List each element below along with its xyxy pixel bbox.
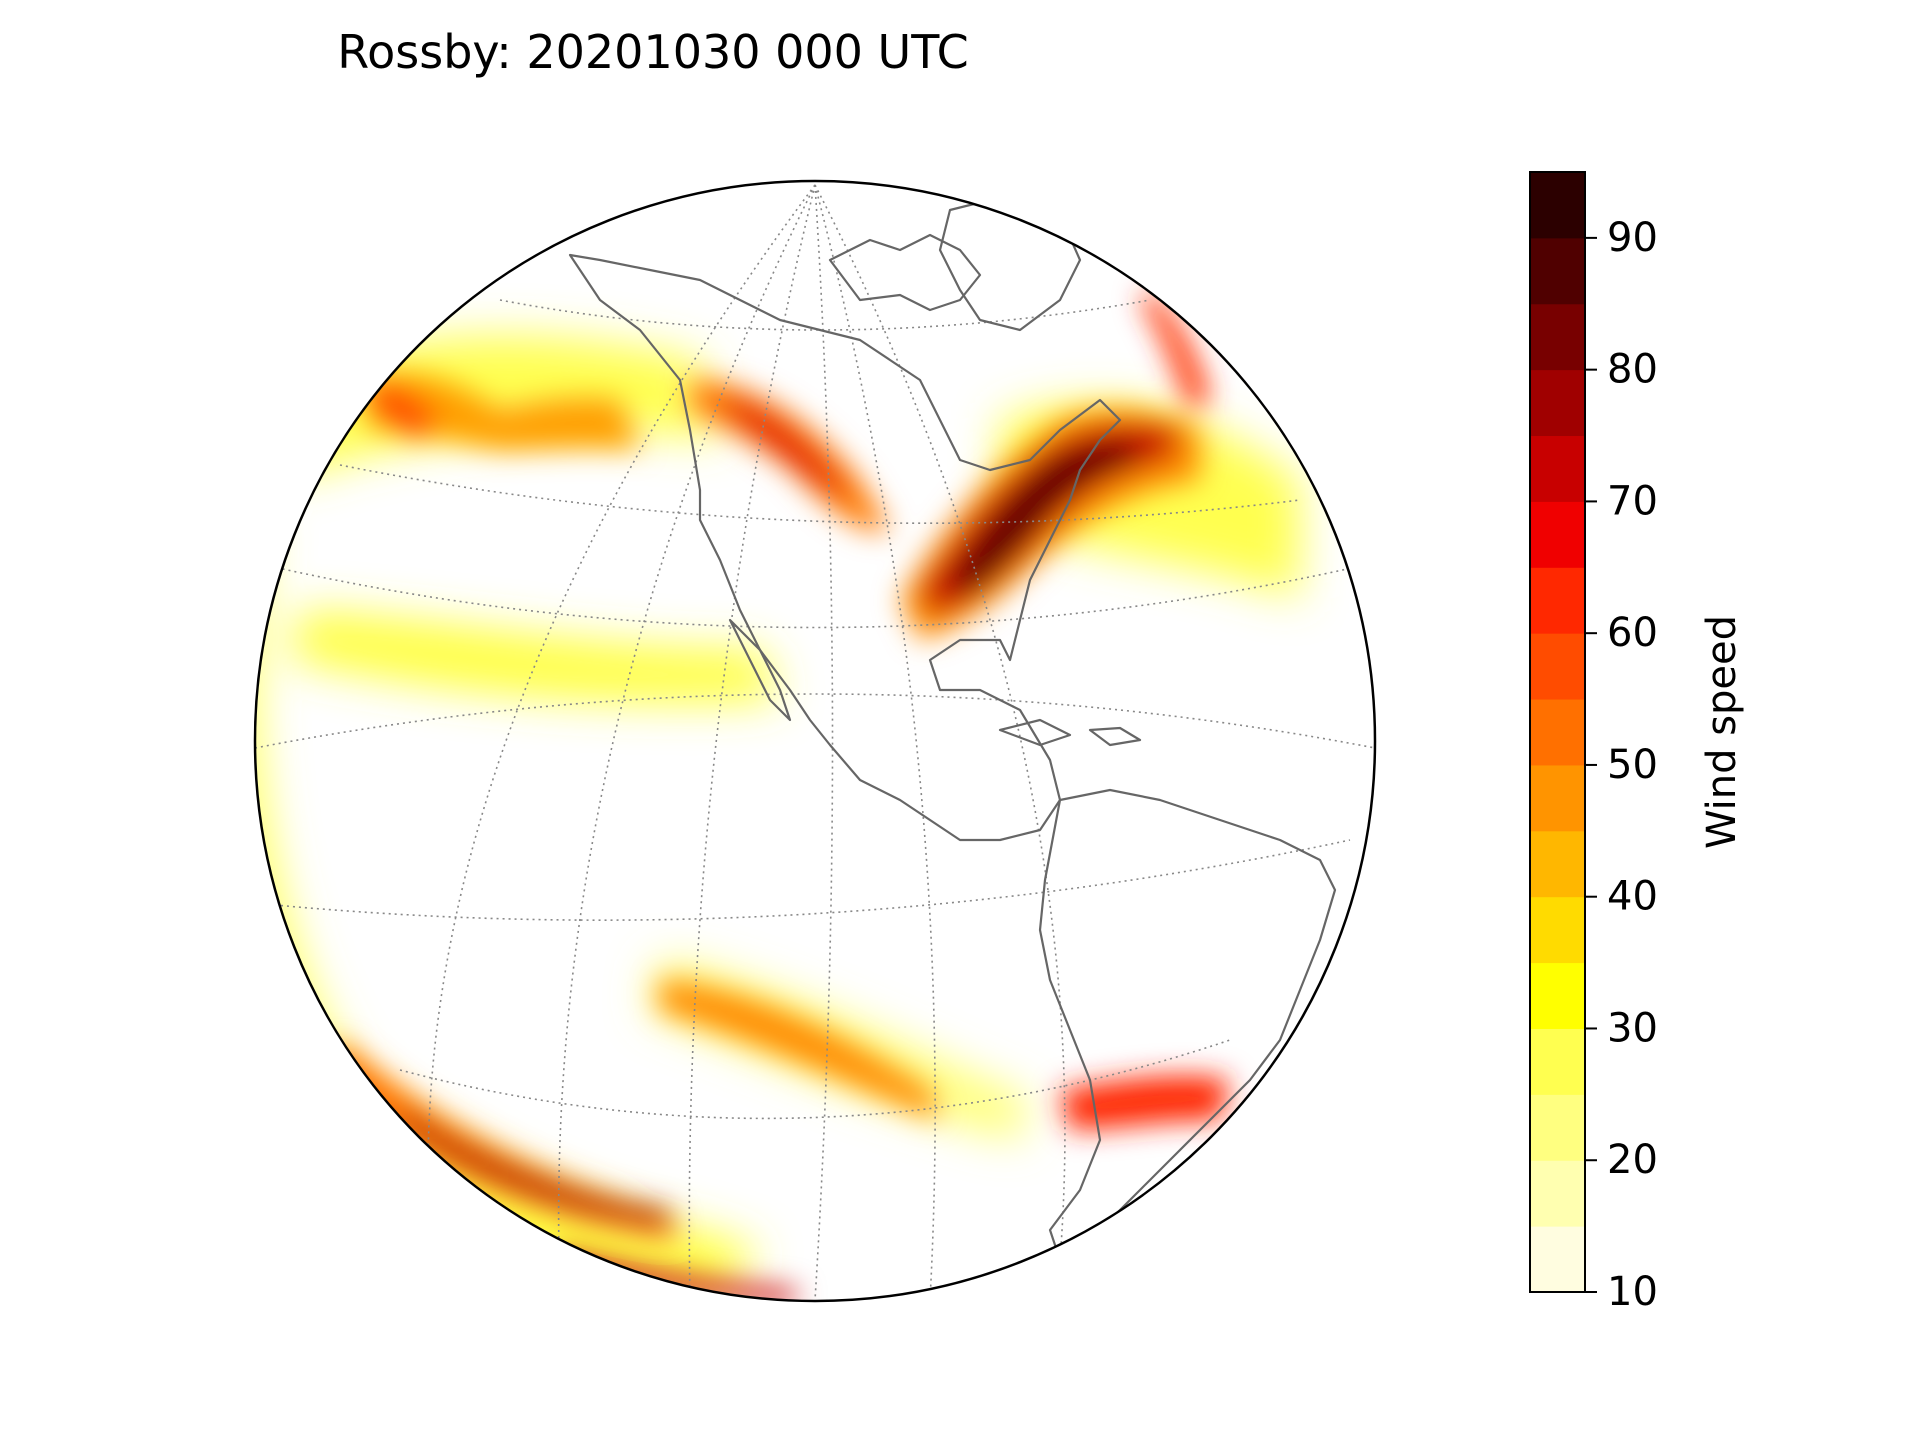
colorbar-tick-label: 50 (1607, 742, 1658, 788)
coastline-north-america (568, 253, 1122, 842)
graticule-parallel (339, 464, 1301, 525)
coastline-baja-california (728, 618, 792, 722)
graticule-meridian (814, 184, 834, 1301)
colorbar-band (1530, 1028, 1585, 1095)
colorbar-frame (1529, 171, 1586, 1293)
greenland-jet-red (1140, 290, 1210, 410)
colorbar-band (1530, 633, 1585, 700)
colorbar-band (1530, 172, 1585, 239)
colorbar-band (1530, 435, 1585, 502)
great-lakes-jet-core (950, 443, 1140, 595)
graticule-parallel (499, 299, 1151, 331)
colorbar-band (1530, 830, 1585, 898)
colorbar-band (1530, 303, 1585, 371)
colorbar-label: Wind speed (1699, 615, 1745, 849)
colorbar-band (1530, 962, 1585, 1029)
south-pacific-wide-yellow (300, 1050, 760, 1300)
graticule-meridian (688, 184, 816, 1301)
south-pacific-polar-jet-core (400, 1110, 670, 1225)
south-pacific-subtropical-jet (660, 980, 940, 1120)
south-pacific-polar-jet-orange (320, 1040, 680, 1240)
colorbar-tick-label: 60 (1607, 610, 1658, 656)
north-pacific-jet-orange (360, 373, 640, 450)
colorbar-band (1530, 237, 1585, 305)
colorbar-tick-label: 70 (1607, 478, 1658, 524)
colorbar-tick-label: 90 (1607, 215, 1658, 261)
colorbar: 10 20 30 40 50 60 70 80 90 Wind speed (1529, 171, 1745, 1310)
map-title: Rossby: 20201030 000 UTC (337, 25, 969, 79)
colorbar-ticks: 10 20 30 40 50 60 70 80 90 (1585, 215, 1658, 1310)
graticule-meridian (814, 184, 936, 1301)
globe-outline (253, 179, 1377, 1303)
colorbar-tick-label: 80 (1607, 347, 1658, 393)
alaska-jet-core (370, 384, 440, 440)
colorbar-tick-label: 20 (1607, 1137, 1658, 1183)
graticule (255, 184, 1375, 1301)
colorbar-band (1530, 1226, 1585, 1293)
colorbar-band (1530, 1160, 1585, 1227)
graticule-meridian (427, 184, 816, 1241)
southern-south-america-jet (1060, 1075, 1230, 1130)
colorbar-tick-label: 30 (1607, 1005, 1658, 1051)
colorbar-band (1530, 501, 1585, 568)
colorbar-band (1530, 567, 1585, 634)
colorbar-bands (1530, 172, 1585, 1293)
colorbar-tick-label: 10 (1607, 1269, 1658, 1310)
coastline-south-america (1038, 788, 1337, 1262)
colorbar-band (1530, 896, 1585, 964)
colorbar-band (1530, 764, 1585, 832)
coastline-canadian-archipelago (828, 233, 982, 312)
subtropical-north-yellow (290, 610, 780, 703)
western-canada-jet-core (720, 395, 850, 500)
colorbar-tick-label: 40 (1607, 874, 1658, 920)
colorbar-band (1530, 369, 1585, 437)
colorbar-band (1530, 1094, 1585, 1161)
coastline-caribbean-islands (998, 718, 1142, 747)
colorbar-band (1530, 699, 1585, 766)
globe-map (253, 179, 1377, 1303)
